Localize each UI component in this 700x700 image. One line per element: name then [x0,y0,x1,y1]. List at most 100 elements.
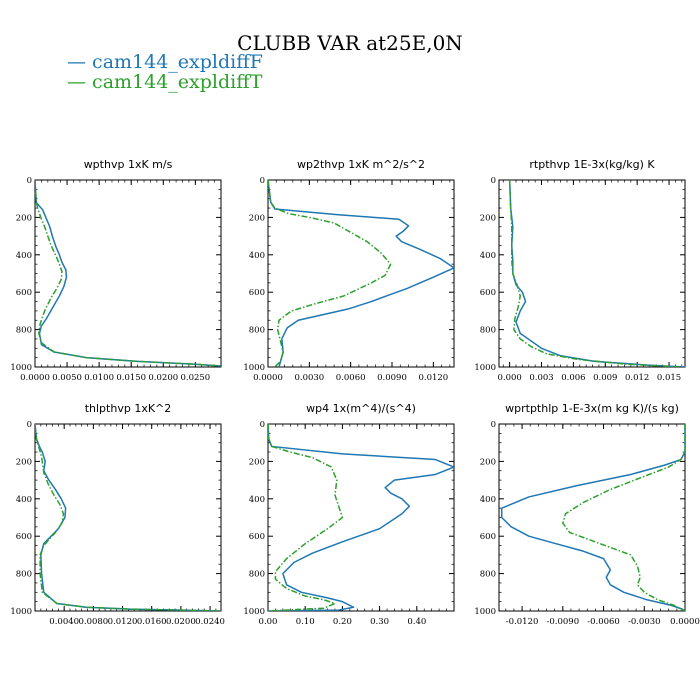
series-line-cam144_expldiffT [35,180,221,367]
x-tick-label: 0.0060 [336,373,366,383]
legend-label: cam144_expldiffF [92,51,263,73]
y-tick-label: 400 [249,495,265,505]
x-tick-label: -0.0030 [628,617,661,627]
y-tick-label: 200 [249,457,265,467]
y-tick-label: 0 [27,420,32,430]
x-tick-label: 0.0000 [670,617,700,627]
plot-frame [34,179,222,368]
x-tick-label: 0.0160 [137,617,167,627]
panel-2: wp2thvp 1xK m^2/s^2020040060080010000.00… [243,158,455,383]
y-tick-label: 0 [260,420,265,430]
series-line-cam144_expldiffT [562,424,685,611]
y-tick-label: 1000 [243,363,265,373]
y-tick-label: 1000 [10,607,32,617]
panel-3: rtpthvp 1E-3x(kg/kg) K020040060080010000… [474,158,686,383]
x-tick-label: 0.0200 [166,617,196,627]
series-line-cam144_expldiffT [268,424,344,611]
y-tick-label: 600 [249,288,265,298]
y-tick-label: 200 [16,213,32,223]
panel-title: wp2thvp 1xK m^2/s^2 [297,158,425,171]
y-tick-label: 200 [480,457,496,467]
y-tick-label: 600 [480,288,496,298]
x-tick-label: 0.012 [625,373,649,383]
y-tick-label: 0 [491,176,496,186]
legend: — cam144_expldiffF — cam144_expldiffT [67,51,263,93]
x-tick-label: 0.0000 [20,373,50,383]
x-tick-label: 0.0100 [84,373,114,383]
legend-entry-expldiffT: — cam144_expldiffT [67,71,263,93]
x-tick-label: 0.00 [259,617,278,627]
y-tick-label: 1000 [243,607,265,617]
x-tick-label: 0.009 [593,373,617,383]
x-tick-label: 0.0120 [108,617,138,627]
x-tick-label: 0.003 [529,373,553,383]
x-tick-label: 0.10 [296,617,315,627]
plot-frame [267,423,455,612]
series-line-cam144_expldiffF [35,180,221,367]
y-tick-label: 600 [249,532,265,542]
y-tick-label: 600 [16,288,32,298]
legend-marker: — [67,51,92,73]
series-line-cam144_expldiffF [268,180,454,367]
plot-frame [34,423,222,612]
plot-frame [498,179,686,368]
x-tick-label: 0.0240 [195,617,225,627]
legend-entry-expldiffF: — cam144_expldiffF [67,51,263,73]
x-tick-label: -0.0090 [546,617,579,627]
y-tick-label: 400 [16,495,32,505]
x-tick-label: 0.20 [333,617,352,627]
y-tick-label: 400 [249,251,265,261]
x-tick-label: 0.006 [561,373,585,383]
panel-title: wprtpthlp 1-E-3x(m kg K)/(s kg) [505,402,679,415]
y-tick-label: 800 [249,570,265,580]
series-line-cam144_expldiffF [508,180,685,367]
y-tick-label: 200 [16,457,32,467]
panel-title: wpthvp 1xK m/s [84,158,173,171]
y-tick-label: 600 [16,532,32,542]
series-line-cam144_expldiffT [35,424,221,611]
x-tick-label: 0.0040 [49,617,79,627]
y-tick-label: 800 [480,326,496,336]
y-tick-label: 800 [16,326,32,336]
y-tick-label: 800 [249,326,265,336]
y-tick-label: 0 [491,420,496,430]
y-tick-label: 600 [480,532,496,542]
series-line-cam144_expldiffF [500,424,685,611]
x-tick-label: 0.0150 [116,373,146,383]
x-tick-label: -0.0060 [587,617,620,627]
y-tick-label: 400 [480,495,496,505]
panel-title: wp4 1x(m^4)/(s^4) [306,402,416,415]
y-tick-label: 800 [480,570,496,580]
y-tick-label: 1000 [10,363,32,373]
series-line-cam144_expldiffF [268,424,454,611]
x-tick-label: 0.0000 [253,373,283,383]
y-tick-label: 0 [27,176,32,186]
panel-title: rtpthvp 1E-3x(kg/kg) K [529,158,655,171]
y-tick-label: 1000 [474,607,496,617]
y-tick-label: 800 [16,570,32,580]
legend-label: cam144_expldiffT [92,71,263,93]
x-tick-label: 0.0200 [148,373,178,383]
series-line-cam144_expldiffT [268,180,392,367]
y-tick-label: 1000 [474,363,496,373]
y-tick-label: 200 [249,213,265,223]
series-line-cam144_expldiffT [508,180,680,367]
legend-marker: — [67,71,92,93]
panel-6: wprtpthlp 1-E-3x(m kg K)/(s kg) 0 200 400 60… [474,402,700,627]
plot-frame [267,179,455,368]
plot-frame [498,423,686,612]
x-tick-label: 0.0030 [294,373,324,383]
y-tick-label: 0 [260,176,265,186]
x-tick-label: 0.000 [497,373,521,383]
x-tick-label: 0.0250 [180,373,210,383]
x-tick-label: 0.0120 [418,373,448,383]
x-tick-label: 0.0050 [52,373,82,383]
x-tick-label: 0.015 [657,373,681,383]
y-tick-label: 400 [16,251,32,261]
x-tick-label: -0.0120 [506,617,539,627]
